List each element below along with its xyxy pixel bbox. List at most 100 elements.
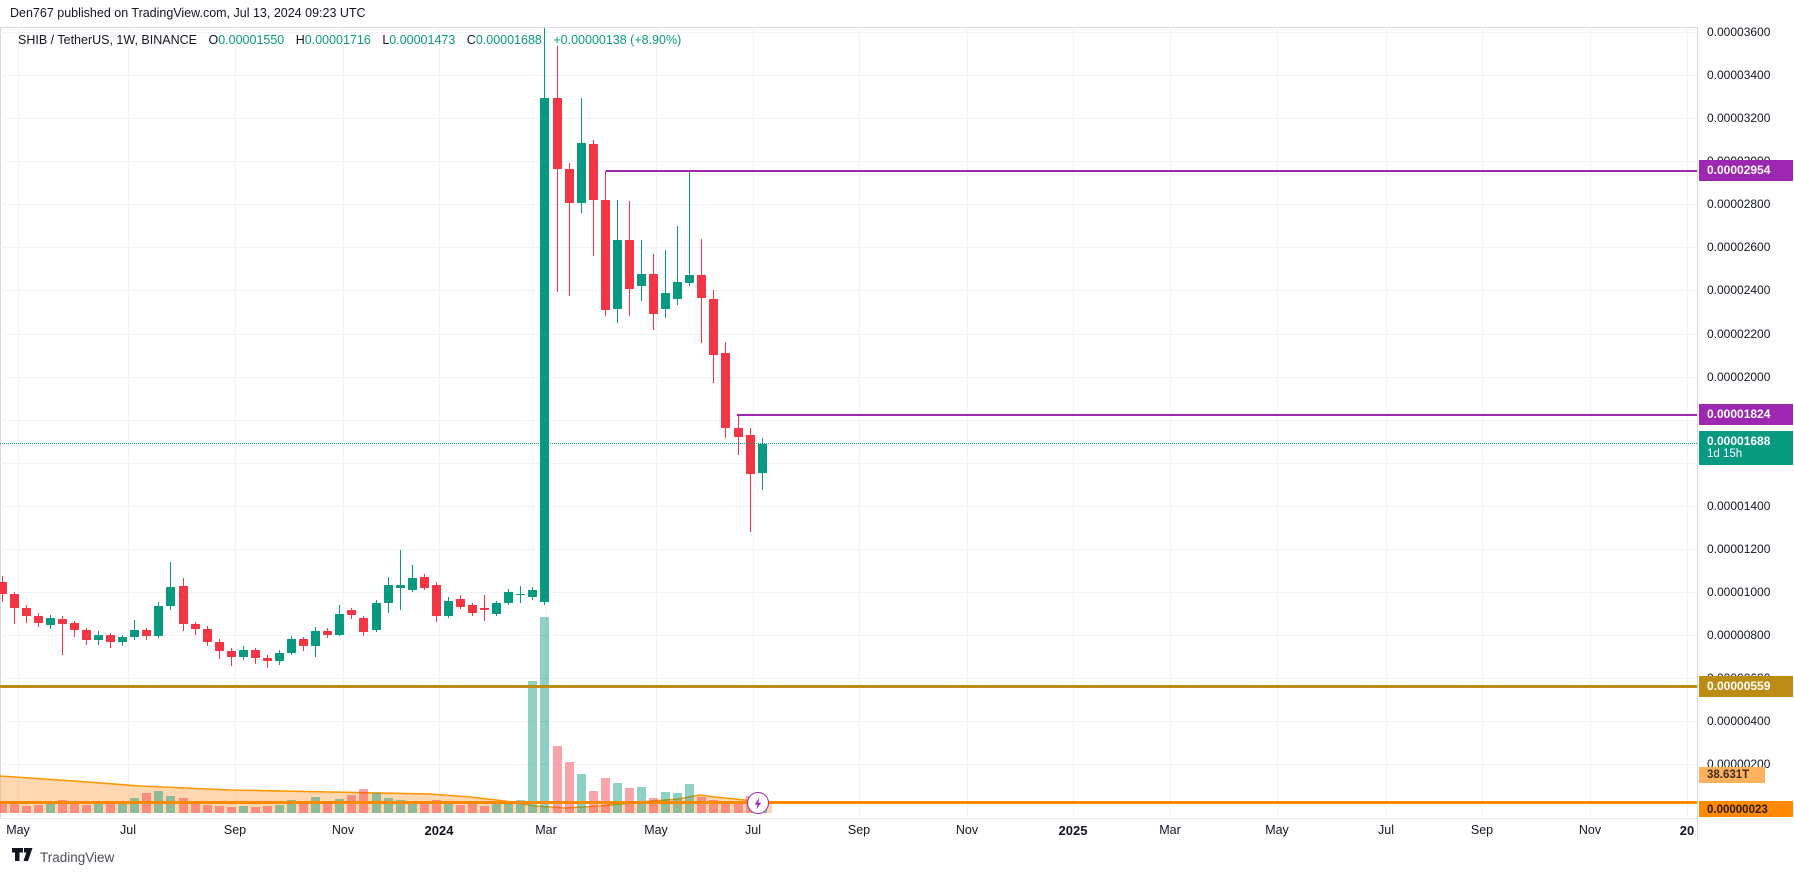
candlestick	[588, 143, 598, 200]
volume-bar	[468, 804, 477, 813]
volume-bar	[528, 681, 538, 813]
tradingview-logo[interactable]: TradingView	[12, 847, 114, 867]
candle-wick	[677, 225, 679, 306]
orange-horizontal-line[interactable]	[0, 801, 1697, 804]
candlestick	[697, 275, 707, 298]
candlestick	[238, 649, 248, 657]
vertical-gridline	[1590, 27, 1591, 818]
volume-bar	[443, 804, 453, 813]
volume-bar	[540, 617, 550, 813]
candlestick	[552, 97, 562, 170]
legend-high-key: H	[295, 33, 305, 47]
legend-low-key: L	[382, 33, 390, 47]
volume-bar	[202, 805, 212, 813]
volume-bar	[697, 797, 707, 813]
last-price-value: 0.00001688	[1707, 433, 1771, 448]
lightning-bolt-icon[interactable]	[747, 792, 769, 814]
candlestick	[576, 142, 586, 203]
candle-wick	[568, 163, 570, 296]
vertical-gridline	[656, 27, 657, 818]
volume-bar	[709, 800, 719, 813]
time-axis-label: 20	[1679, 823, 1695, 838]
gold-horizontal-line[interactable]	[0, 685, 1697, 689]
volume-bar	[166, 796, 176, 813]
price-axis-label: 0.00001200	[1707, 541, 1771, 556]
support-ray[interactable]	[737, 413, 1697, 416]
support-price-tag: 0.00001824	[1699, 403, 1793, 425]
vertical-gridline	[1386, 27, 1387, 818]
time-axis[interactable]: May Jul Sep Nov 2024 Mar May Jul Sep Nov 2025 Mar Ma…	[0, 818, 1697, 840]
candle-wick	[266, 654, 268, 669]
volume-bar	[287, 800, 297, 813]
vertical-gridline	[439, 27, 440, 818]
candle-wick	[484, 595, 486, 622]
price-axis-label: 0.00000400	[1707, 714, 1771, 729]
candlestick	[685, 275, 695, 283]
candlestick	[661, 292, 671, 309]
candlestick	[214, 641, 224, 652]
candlestick	[673, 281, 683, 299]
volume-bar	[624, 788, 634, 813]
candlestick	[166, 586, 176, 606]
candlestick	[21, 608, 31, 616]
time-axis-label: Mar	[1159, 823, 1181, 837]
volume-bar	[685, 784, 695, 813]
time-axis-label: Sep	[223, 823, 247, 837]
volume-bar	[106, 804, 116, 813]
candlestick	[94, 634, 103, 640]
candlestick	[649, 274, 658, 315]
volume-bar	[214, 806, 224, 813]
candle-wick	[13, 592, 15, 625]
vertical-gridline	[1687, 27, 1688, 818]
price-axis-label: 0.00002400	[1707, 283, 1771, 298]
horizontal-gridline	[0, 204, 1697, 206]
time-axis-label: 2025	[1058, 823, 1088, 838]
last-price-tag: 0.00001688 1d 15h	[1699, 430, 1793, 465]
volume-bar	[576, 774, 586, 813]
volume-bar	[347, 795, 357, 813]
volume-bar	[190, 804, 200, 813]
volume-bar	[612, 783, 622, 813]
volume-bar	[94, 802, 103, 813]
last-price-dotted-line	[0, 442, 1697, 444]
candlestick	[45, 617, 55, 626]
orange-price-tag: 0.00000023	[1699, 801, 1793, 818]
price-axis-label: 0.00002000	[1707, 369, 1771, 384]
attribution-text: Den767 published on TradingView.com, Jul…	[10, 6, 366, 20]
price-axis-label: 0.00000800	[1707, 628, 1771, 643]
vertical-gridline	[128, 27, 129, 818]
candle-wick	[399, 550, 401, 611]
legend-open-key: O	[208, 33, 219, 47]
candlestick	[299, 639, 309, 647]
chart-plot-area[interactable]	[0, 27, 1697, 818]
price-axis-label: 0.00001000	[1707, 585, 1771, 599]
candlestick	[407, 578, 417, 591]
volume-bar	[178, 798, 188, 813]
price-axis-label: 0.00002600	[1707, 240, 1771, 255]
resistance-ray[interactable]	[606, 170, 1697, 173]
price-axis[interactable]: 0.000036000.000034000.000032000.00003000…	[1697, 25, 1793, 840]
candlestick	[636, 274, 646, 287]
volume-bar	[359, 789, 369, 813]
candlestick	[33, 615, 43, 624]
volume-bar	[262, 806, 272, 813]
candlestick	[323, 630, 333, 636]
time-axis-label: Sep	[1470, 823, 1494, 837]
volume-tag: 38.631T	[1699, 766, 1765, 783]
legend-change: +0.00000138 (+8.90%)	[553, 33, 682, 47]
tradingview-logo-text: TradingView	[40, 849, 115, 865]
legend-close-key: C	[466, 33, 476, 47]
time-axis-label: May	[1265, 823, 1289, 837]
volume-bar	[431, 800, 441, 813]
price-axis-label: 0.00002200	[1707, 326, 1771, 341]
candlestick	[564, 169, 574, 203]
horizontal-gridline	[0, 118, 1697, 120]
vertical-gridline	[1277, 27, 1278, 818]
legend-low-value: 0.00001473	[389, 33, 456, 47]
volume-bar	[721, 801, 731, 813]
price-axis-label: 0.00003400	[1707, 68, 1771, 83]
candle-wick	[689, 170, 691, 287]
horizontal-gridline	[0, 721, 1697, 723]
symbol-legend: SHIB / TetherUS, 1W, BINANCE O0.00001550…	[18, 33, 681, 47]
chart-frame	[0, 27, 1792, 840]
